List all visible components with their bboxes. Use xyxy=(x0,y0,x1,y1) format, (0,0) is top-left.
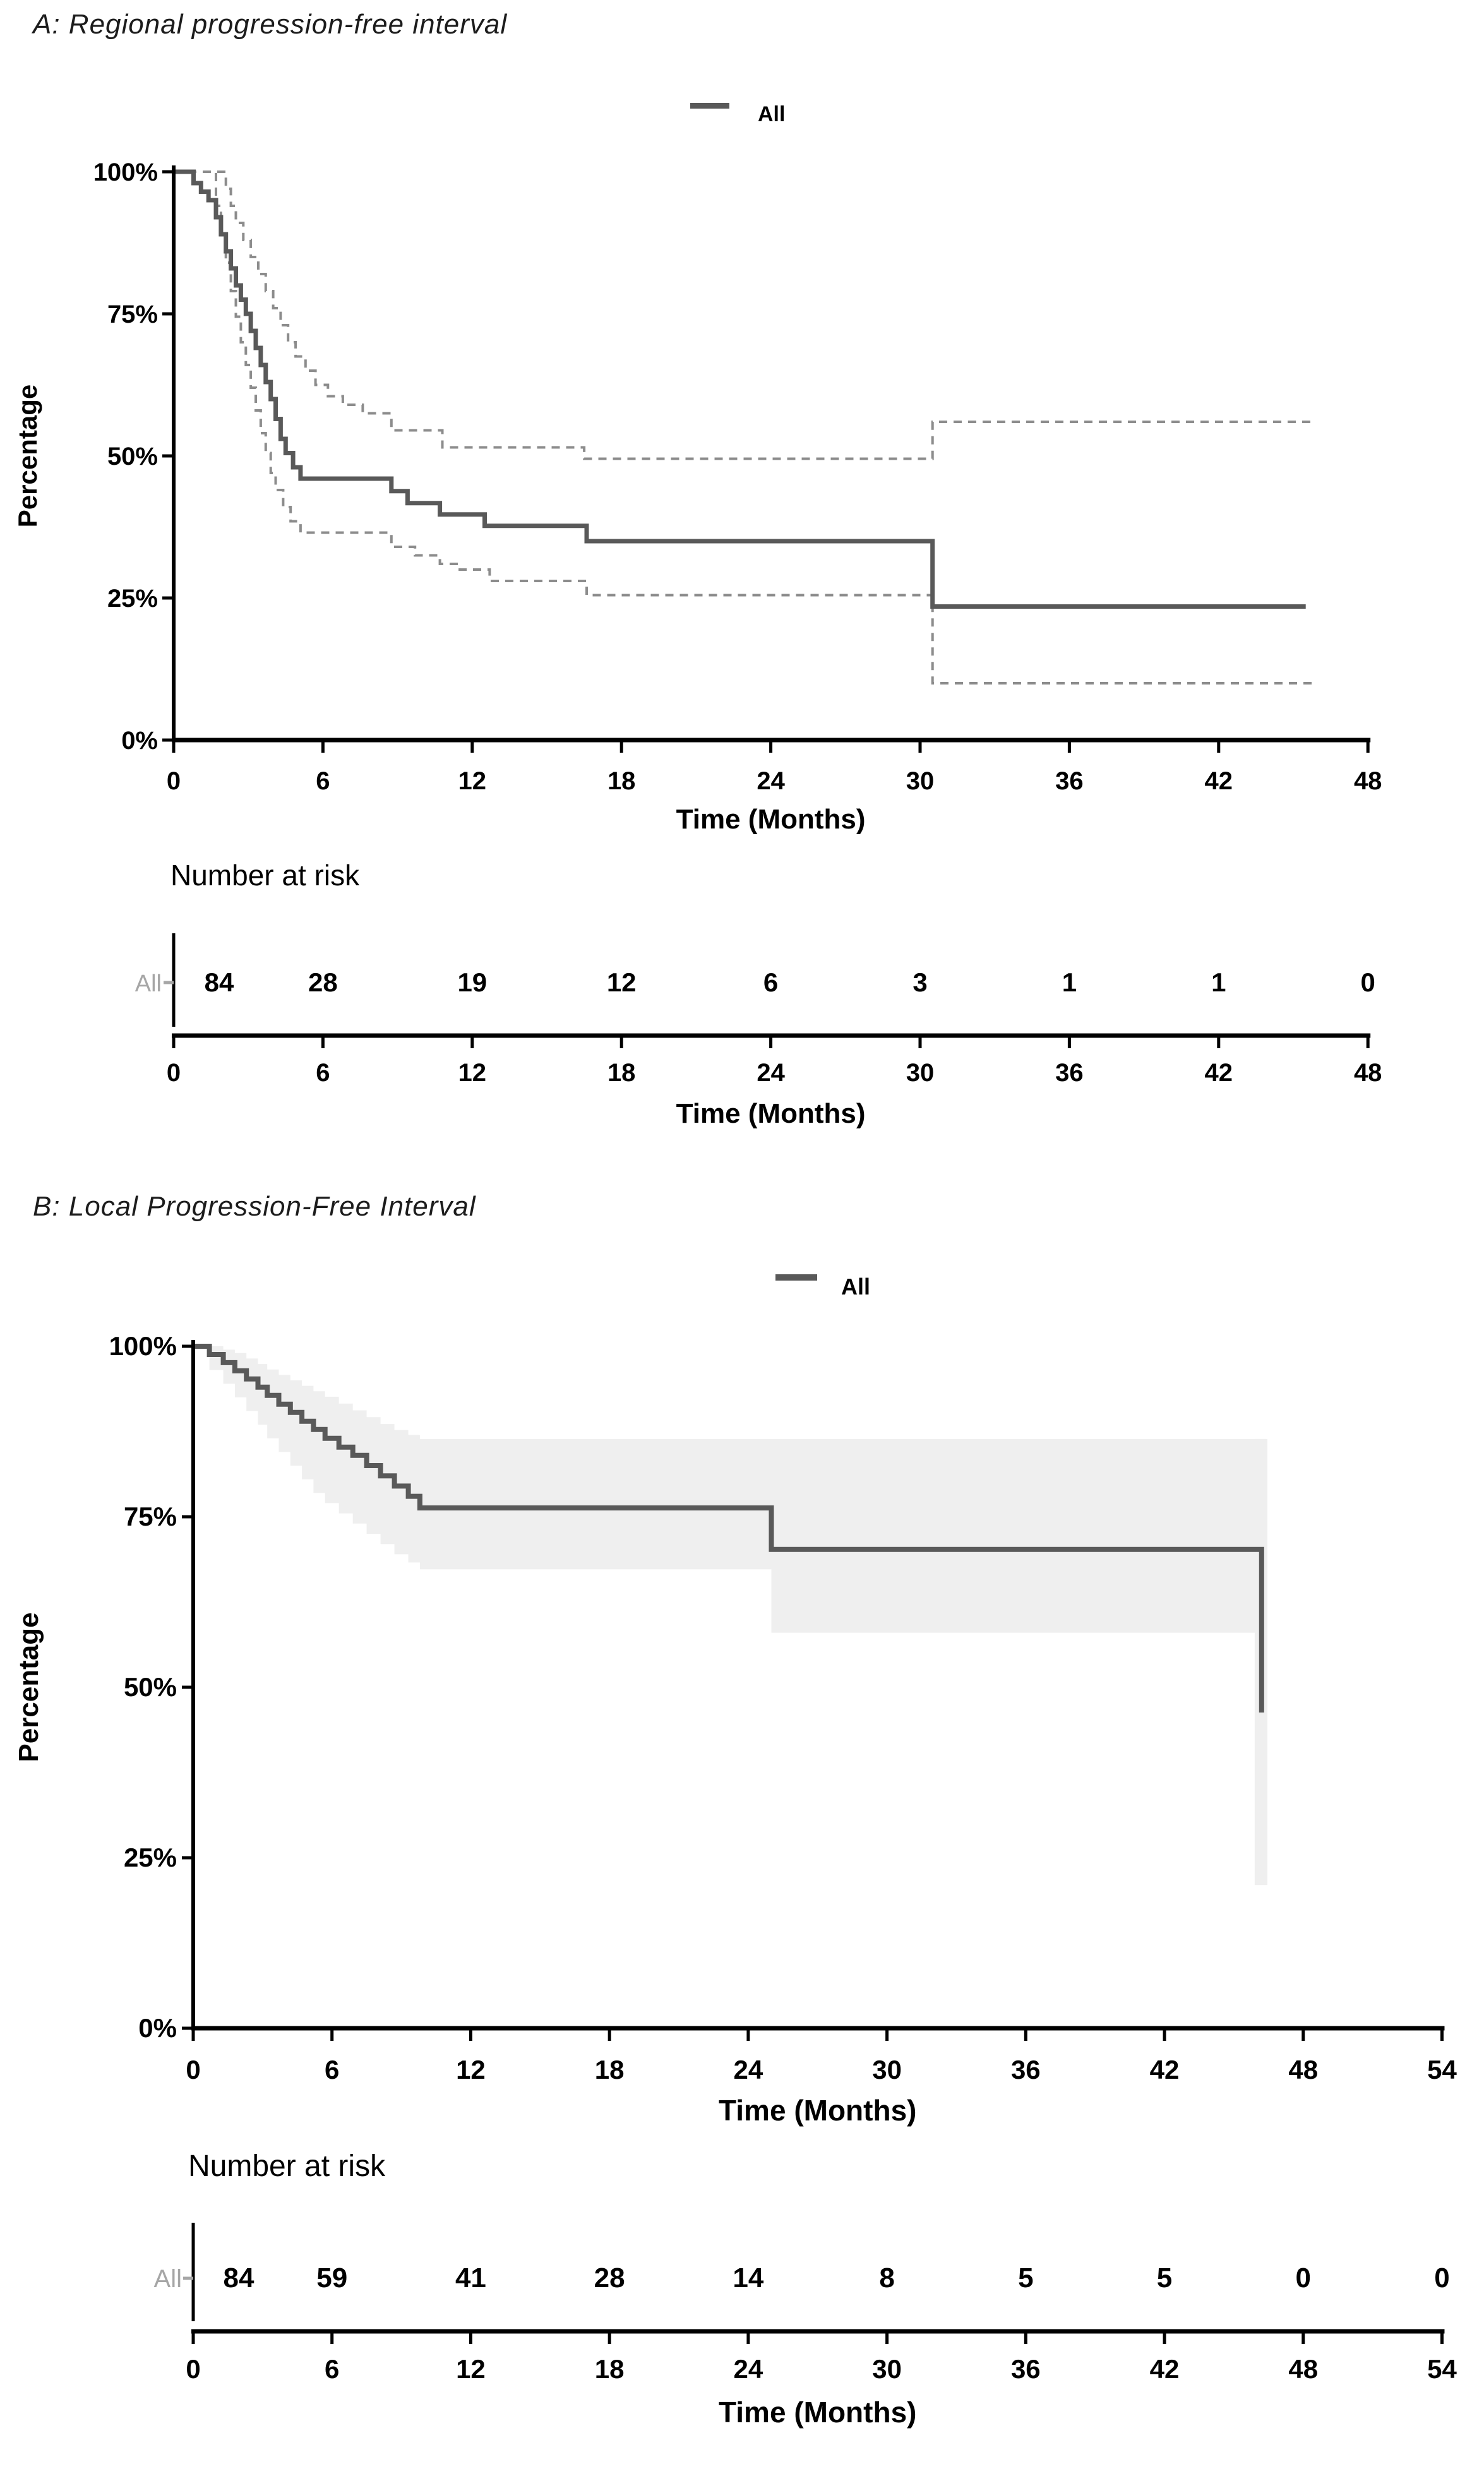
risk-x-tick-label: 0 xyxy=(186,2354,200,2384)
risk-count: 5 xyxy=(1157,2263,1172,2293)
risk-x-tick-label: 48 xyxy=(1354,1059,1382,1087)
risk-x-tick-label: 42 xyxy=(1150,2354,1180,2384)
risk-count: 84 xyxy=(224,2263,254,2293)
number-at-risk-title: Number at risk xyxy=(188,2149,386,2183)
x-tick-label: 42 xyxy=(1150,2055,1180,2084)
x-tick-label: 48 xyxy=(1354,767,1382,795)
x-tick-label: 12 xyxy=(456,2055,486,2084)
risk-count: 0 xyxy=(1361,967,1375,997)
y-tick-label: 25% xyxy=(124,1843,177,1872)
risk-count: 14 xyxy=(733,2263,763,2293)
ci-upper-dashed-line xyxy=(174,170,1313,460)
risk-count: 41 xyxy=(455,2263,486,2293)
risk-count: 5 xyxy=(1018,2263,1033,2293)
risk-x-tick-label: 6 xyxy=(325,2354,339,2384)
risk-count: 0 xyxy=(1434,2263,1449,2293)
risk-count: 28 xyxy=(594,2263,625,2293)
risk-row-label: All xyxy=(154,2265,182,2293)
y-tick-label: 0% xyxy=(121,727,158,755)
panel-b-title: B: Local Progression-Free Interval xyxy=(33,1191,476,1222)
confidence-band xyxy=(193,1346,1267,1633)
panel-a-title: A: Regional progression-free interval xyxy=(33,9,508,40)
risk-x-tick-label: 36 xyxy=(1055,1059,1084,1087)
risk-count: 59 xyxy=(316,2263,347,2293)
x-tick-label: 36 xyxy=(1011,2055,1041,2084)
risk-x-tick-label: 42 xyxy=(1205,1059,1233,1087)
y-axis-title: Percentage xyxy=(13,1612,44,1762)
km-curve-all xyxy=(174,169,1306,609)
y-axis-title: Percentage xyxy=(13,385,42,527)
x-tick-label: 24 xyxy=(757,767,785,795)
x-tick-label: 12 xyxy=(458,767,487,795)
x-axis-title: Time (Months) xyxy=(719,2094,916,2127)
risk-count: 19 xyxy=(457,967,487,997)
x-tick-label: 6 xyxy=(325,2055,339,2084)
risk-x-tick-label: 30 xyxy=(906,1059,935,1087)
risk-x-tick-label: 12 xyxy=(458,1059,487,1087)
risk-count: 8 xyxy=(879,2263,894,2293)
legend-label: All xyxy=(758,102,785,126)
x-tick-label: 42 xyxy=(1205,767,1233,795)
x-tick-label: 18 xyxy=(595,2055,625,2084)
y-tick-label: 75% xyxy=(107,301,158,328)
x-tick-label: 30 xyxy=(906,767,935,795)
risk-count: 12 xyxy=(607,967,637,997)
x-tick-label: 48 xyxy=(1288,2055,1318,2084)
y-tick-label: 75% xyxy=(124,1502,177,1531)
risk-count: 84 xyxy=(205,967,234,997)
km-curve-all xyxy=(193,1344,1264,1713)
y-tick-label: 50% xyxy=(124,1672,177,1702)
x-axis-title: Time (Months) xyxy=(676,804,866,835)
risk-x-tick-label: 24 xyxy=(734,2354,763,2384)
x-tick-label: 18 xyxy=(607,767,636,795)
risk-x-tick-label: 36 xyxy=(1011,2354,1041,2384)
risk-x-tick-label: 48 xyxy=(1288,2354,1318,2384)
risk-x-tick-label: 18 xyxy=(607,1059,636,1087)
risk-x-axis-title: Time (Months) xyxy=(719,2396,916,2429)
risk-x-tick-label: 54 xyxy=(1427,2354,1457,2384)
x-tick-label: 54 xyxy=(1427,2055,1457,2084)
risk-x-tick-label: 30 xyxy=(872,2354,902,2384)
risk-count: 28 xyxy=(308,967,338,997)
y-tick-label: 50% xyxy=(107,443,158,470)
risk-x-tick-label: 6 xyxy=(316,1059,330,1087)
risk-count: 1 xyxy=(1062,967,1077,997)
x-tick-label: 0 xyxy=(186,2055,200,2084)
legend-label: All xyxy=(841,1274,870,1300)
risk-x-axis-title: Time (Months) xyxy=(676,1098,866,1129)
risk-count: 6 xyxy=(763,967,778,997)
x-tick-label: 30 xyxy=(872,2055,902,2084)
y-tick-label: 0% xyxy=(138,2013,177,2043)
risk-x-tick-label: 12 xyxy=(456,2354,486,2384)
x-tick-label: 6 xyxy=(316,767,330,795)
legend-line-swatch xyxy=(775,1274,817,1281)
risk-count: 0 xyxy=(1296,2263,1311,2293)
y-tick-label: 25% xyxy=(107,585,158,613)
y-tick-label: 100% xyxy=(109,1331,177,1361)
risk-x-tick-label: 24 xyxy=(757,1059,785,1087)
x-tick-label: 24 xyxy=(734,2055,763,2084)
number-at-risk-title: Number at risk xyxy=(171,859,360,892)
y-tick-label: 100% xyxy=(93,158,158,186)
risk-row-label: All xyxy=(135,971,162,997)
risk-count: 1 xyxy=(1211,967,1226,997)
legend-line-swatch xyxy=(690,103,729,109)
x-tick-label: 36 xyxy=(1055,767,1084,795)
risk-x-tick-label: 0 xyxy=(167,1059,181,1087)
risk-x-tick-label: 18 xyxy=(595,2354,625,2384)
x-tick-label: 0 xyxy=(167,767,181,795)
risk-count: 3 xyxy=(913,967,927,997)
